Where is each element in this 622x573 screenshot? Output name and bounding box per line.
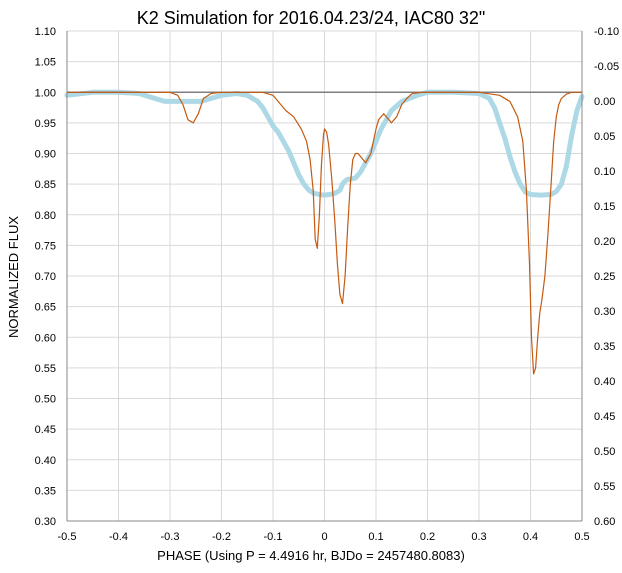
y2-tick-label: 0.05 [594,131,615,143]
y-tick-label: 0.40 [35,455,56,467]
y2-tick-label: 0.25 [594,271,615,283]
y2-tick-label: 0.15 [594,201,615,213]
y2-tick-label: 0.40 [594,376,615,388]
y-tick-label: 0.90 [35,149,56,161]
x-tick-label: 0.1 [368,531,383,543]
y2-tick-label: 0.45 [594,411,615,423]
x-tick-label: 0.5 [574,531,589,543]
grid [66,30,583,522]
x-tick-label: 0.3 [471,531,486,543]
x-tick-label: -0.5 [58,531,77,543]
y-tick-label: 0.85 [35,179,56,191]
y-tick-label: 1.10 [35,26,56,38]
y2-tick-label: 0.10 [594,166,615,178]
y-tick-label: 0.30 [35,516,56,528]
x-tick-label: 0.4 [523,531,538,543]
y2-tick-label: 0.00 [594,96,615,108]
y2-tick-label: -0.05 [594,61,619,73]
y2-tick-label: 0.50 [594,446,615,458]
y-tick-label: 0.75 [35,240,56,252]
y-axis-title: NORMALIZED FLUX [6,216,21,338]
y-tick-label: 1.05 [35,57,56,69]
series-layer [64,89,585,375]
y-tick-label: 0.70 [35,271,56,283]
x-tick-label: -0.4 [109,531,128,543]
y-tick-label: 0.60 [35,332,56,344]
y2-tick-label: 0.35 [594,341,615,353]
y-tick-label: 0.80 [35,210,56,222]
x-axis-title: PHASE (Using P = 4.4916 hr, BJDo = 24574… [157,548,465,563]
x-tick-label: -0.2 [212,531,231,543]
chart-title: K2 Simulation for 2016.04.23/24, IAC80 3… [137,8,486,28]
tick-labels: 0.300.350.400.450.500.550.600.650.700.75… [35,26,620,543]
y-tick-label: 0.35 [35,485,56,497]
y-tick-label: 0.55 [35,363,56,375]
y2-tick-label: -0.10 [594,26,619,38]
x-tick-label: 0 [321,531,327,543]
y-tick-label: 0.95 [35,118,56,130]
x-tick-label: 0.2 [420,531,435,543]
y-tick-label: 0.65 [35,302,56,314]
x-tick-label: -0.1 [264,531,283,543]
series-observed [64,89,585,198]
y2-tick-label: 0.30 [594,306,615,318]
x-tick-label: -0.3 [161,531,180,543]
y-tick-label: 1.00 [35,87,56,99]
y-tick-label: 0.50 [35,394,56,406]
y-tick-label: 0.45 [35,424,56,436]
y2-tick-label: 0.60 [594,516,615,528]
series-model [66,91,583,375]
y2-tick-label: 0.55 [594,481,615,493]
y2-tick-label: 0.20 [594,236,615,248]
axes [66,31,583,522]
